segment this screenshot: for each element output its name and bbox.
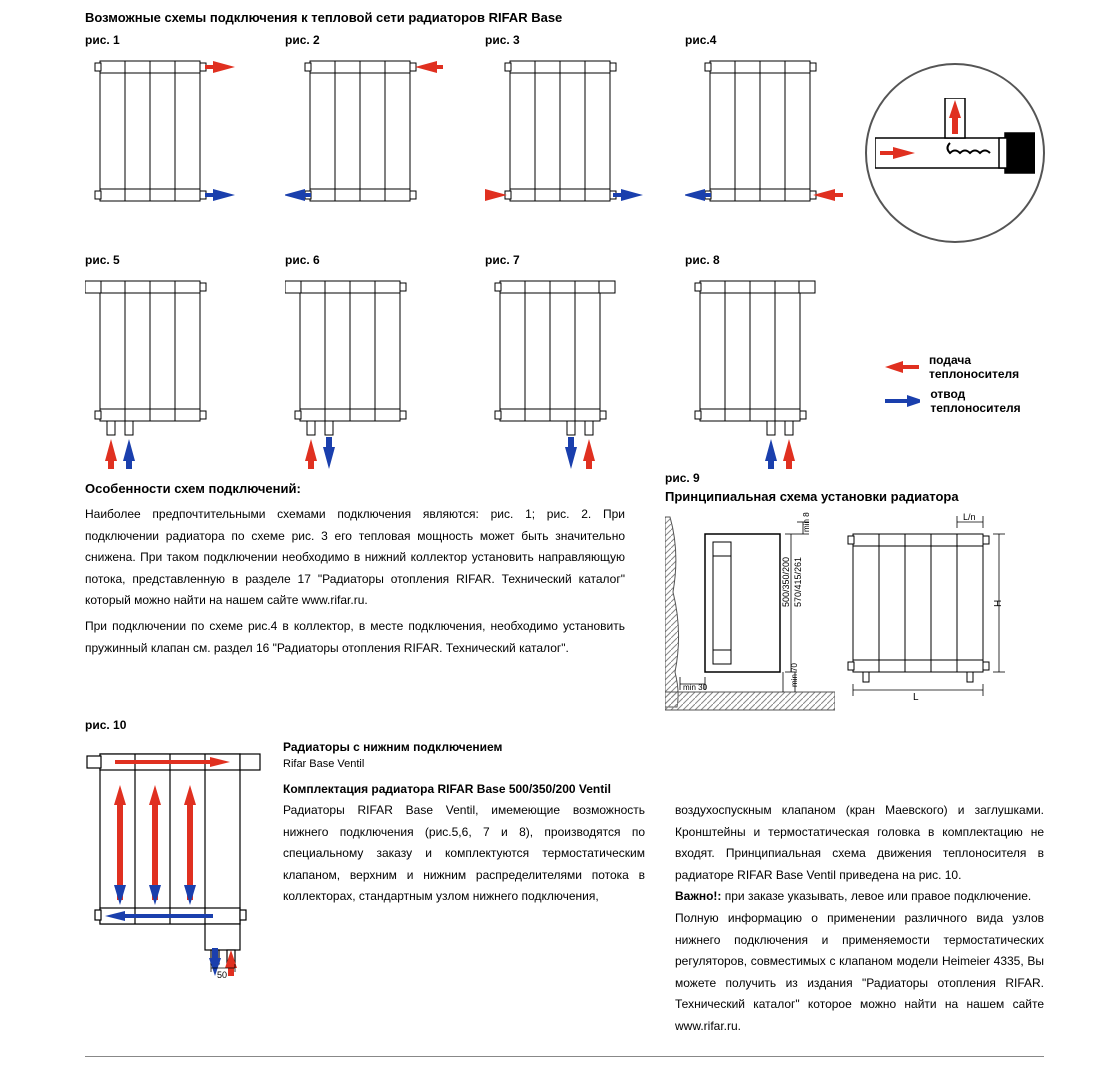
right-p2: Важно!: при заказе указывать, левое или … (675, 886, 1044, 908)
figure-row-2: рис. 5 рис. 6 (85, 253, 1044, 461)
fig10-kit-title: Комплектация радиатора RIFAR Base 500/35… (283, 782, 645, 796)
install-front-view: L H L/n (843, 512, 1013, 712)
legend-return-label: отвод теплоносителя (930, 387, 1044, 415)
radiator-diagram-4 (685, 51, 845, 211)
figure-4: рис.4 (685, 33, 825, 243)
lower-right-text: воздухоспускным клапаном (кран Маевского… (675, 800, 1044, 1038)
features-p2: При подключении по схеме рис.4 в коллект… (85, 616, 625, 659)
figure-7: рис. 7 (485, 253, 625, 461)
svg-text:500/350/200: 500/350/200 (781, 557, 791, 607)
figure-2-label: рис. 2 (285, 33, 320, 47)
fig10-sub: Rifar Base Ventil (283, 758, 645, 770)
radiator-diagram-1 (85, 51, 245, 211)
radiator-diagram-7 (485, 271, 645, 471)
radiator-diagram-10: 50 (85, 740, 265, 980)
figure-10-diagram-wrap: 50 (85, 740, 265, 1038)
fig10-body: Радиаторы RIFAR Base Ventil, имемеющие в… (283, 800, 645, 908)
spring-valve-detail (875, 98, 1035, 208)
legend-blue-arrow (885, 393, 920, 409)
figure-5-label: рис. 5 (85, 253, 120, 267)
right-p1: воздухоспускным клапаном (кран Маевского… (675, 800, 1044, 886)
figure-10-label: рис. 10 (85, 718, 1044, 732)
legend: подача теплоносителя отвод теплоносителя (885, 353, 1044, 421)
legend-red-arrow (885, 359, 919, 375)
radiator-diagram-5 (85, 271, 245, 471)
radiator-diagram-2 (285, 51, 445, 211)
figure-4-label: рис.4 (685, 33, 716, 47)
figure-9-title: Принципиальная схема установки радиатора (665, 489, 1044, 504)
radiator-diagram-3 (485, 51, 645, 211)
figure-9-label: рис. 9 (665, 471, 1044, 485)
figure-10-text: Радиаторы с нижним подключением Rifar Ba… (283, 740, 645, 1038)
radiator-diagram-8 (685, 271, 845, 471)
figure-7-label: рис. 7 (485, 253, 520, 267)
figure-2: рис. 2 (285, 33, 425, 243)
fig10-heading: Радиаторы с нижним подключением (283, 740, 645, 754)
figure-5: рис. 5 (85, 253, 225, 461)
figure-8-label: рис. 8 (685, 253, 720, 267)
features-text-column: Особенности схем подключений: Наиболее п… (85, 471, 625, 712)
figure-1-label: рис. 1 (85, 33, 120, 47)
figure-1: рис. 1 (85, 33, 225, 243)
figure-3: рис. 3 (485, 33, 625, 243)
right-p3: Полную информацию о применении различног… (675, 908, 1044, 1038)
legend-supply-label: подача теплоносителя (929, 353, 1044, 381)
figure-8: рис. 8 (685, 253, 825, 461)
radiator-diagram-6 (285, 271, 445, 471)
features-title: Особенности схем подключений: (85, 481, 625, 496)
features-p1: Наиболее предпочтительными схемами подкл… (85, 504, 625, 612)
figure-6: рис. 6 (285, 253, 425, 461)
svg-text:L/n: L/n (963, 512, 976, 522)
svg-text:570/415/261: 570/415/261 (793, 557, 803, 607)
footer-rule (85, 1056, 1044, 1057)
svg-text:min 70: min 70 (790, 662, 799, 687)
figure-3-label: рис. 3 (485, 33, 520, 47)
install-side-view: 500/350/200 570/415/261 min 80 min 30 mi… (665, 512, 835, 712)
page-title: Возможные схемы подключения к тепловой с… (85, 10, 1044, 25)
figure-row-1: рис. 1 рис. 2 (85, 33, 1044, 243)
svg-text:min 30: min 30 (683, 683, 708, 692)
svg-text:min 80: min 80 (802, 512, 811, 532)
figure-6-label: рис. 6 (285, 253, 320, 267)
svg-text:H: H (993, 600, 1004, 607)
svg-text:L: L (913, 692, 919, 703)
detail-callout (885, 33, 1045, 243)
figure-9-column: рис. 9 Принципиальная схема установки ра… (665, 471, 1044, 712)
svg-text:50: 50 (217, 970, 227, 980)
